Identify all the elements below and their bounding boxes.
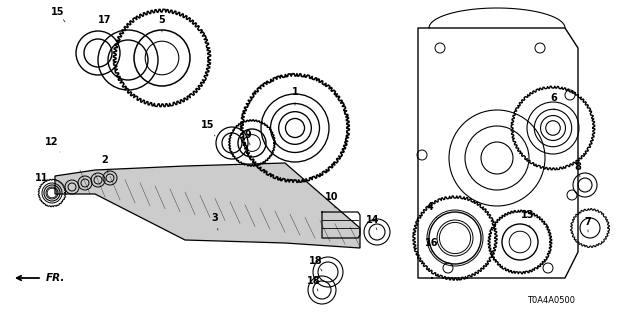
Text: 13: 13 xyxy=(521,210,535,227)
Text: FR.: FR. xyxy=(46,273,65,283)
Text: 2: 2 xyxy=(102,155,108,173)
Text: 18: 18 xyxy=(309,256,323,271)
Text: 15: 15 xyxy=(51,7,65,22)
Text: 11: 11 xyxy=(35,173,52,188)
Text: 4: 4 xyxy=(427,202,437,218)
Text: 3: 3 xyxy=(212,213,218,230)
Text: 17: 17 xyxy=(99,15,113,30)
Text: T0A4A0500: T0A4A0500 xyxy=(527,296,575,305)
Text: 16: 16 xyxy=(425,238,439,252)
Text: 18: 18 xyxy=(307,276,321,291)
Text: 6: 6 xyxy=(550,93,557,110)
Text: 8: 8 xyxy=(575,162,581,177)
Text: 10: 10 xyxy=(325,192,339,208)
Polygon shape xyxy=(55,163,360,248)
Text: 5: 5 xyxy=(159,15,165,32)
Text: 1: 1 xyxy=(292,87,298,105)
Text: 9: 9 xyxy=(244,130,252,145)
Text: 12: 12 xyxy=(45,137,60,152)
Text: 15: 15 xyxy=(201,120,215,136)
Text: 14: 14 xyxy=(366,215,380,230)
Text: 7: 7 xyxy=(584,217,591,232)
